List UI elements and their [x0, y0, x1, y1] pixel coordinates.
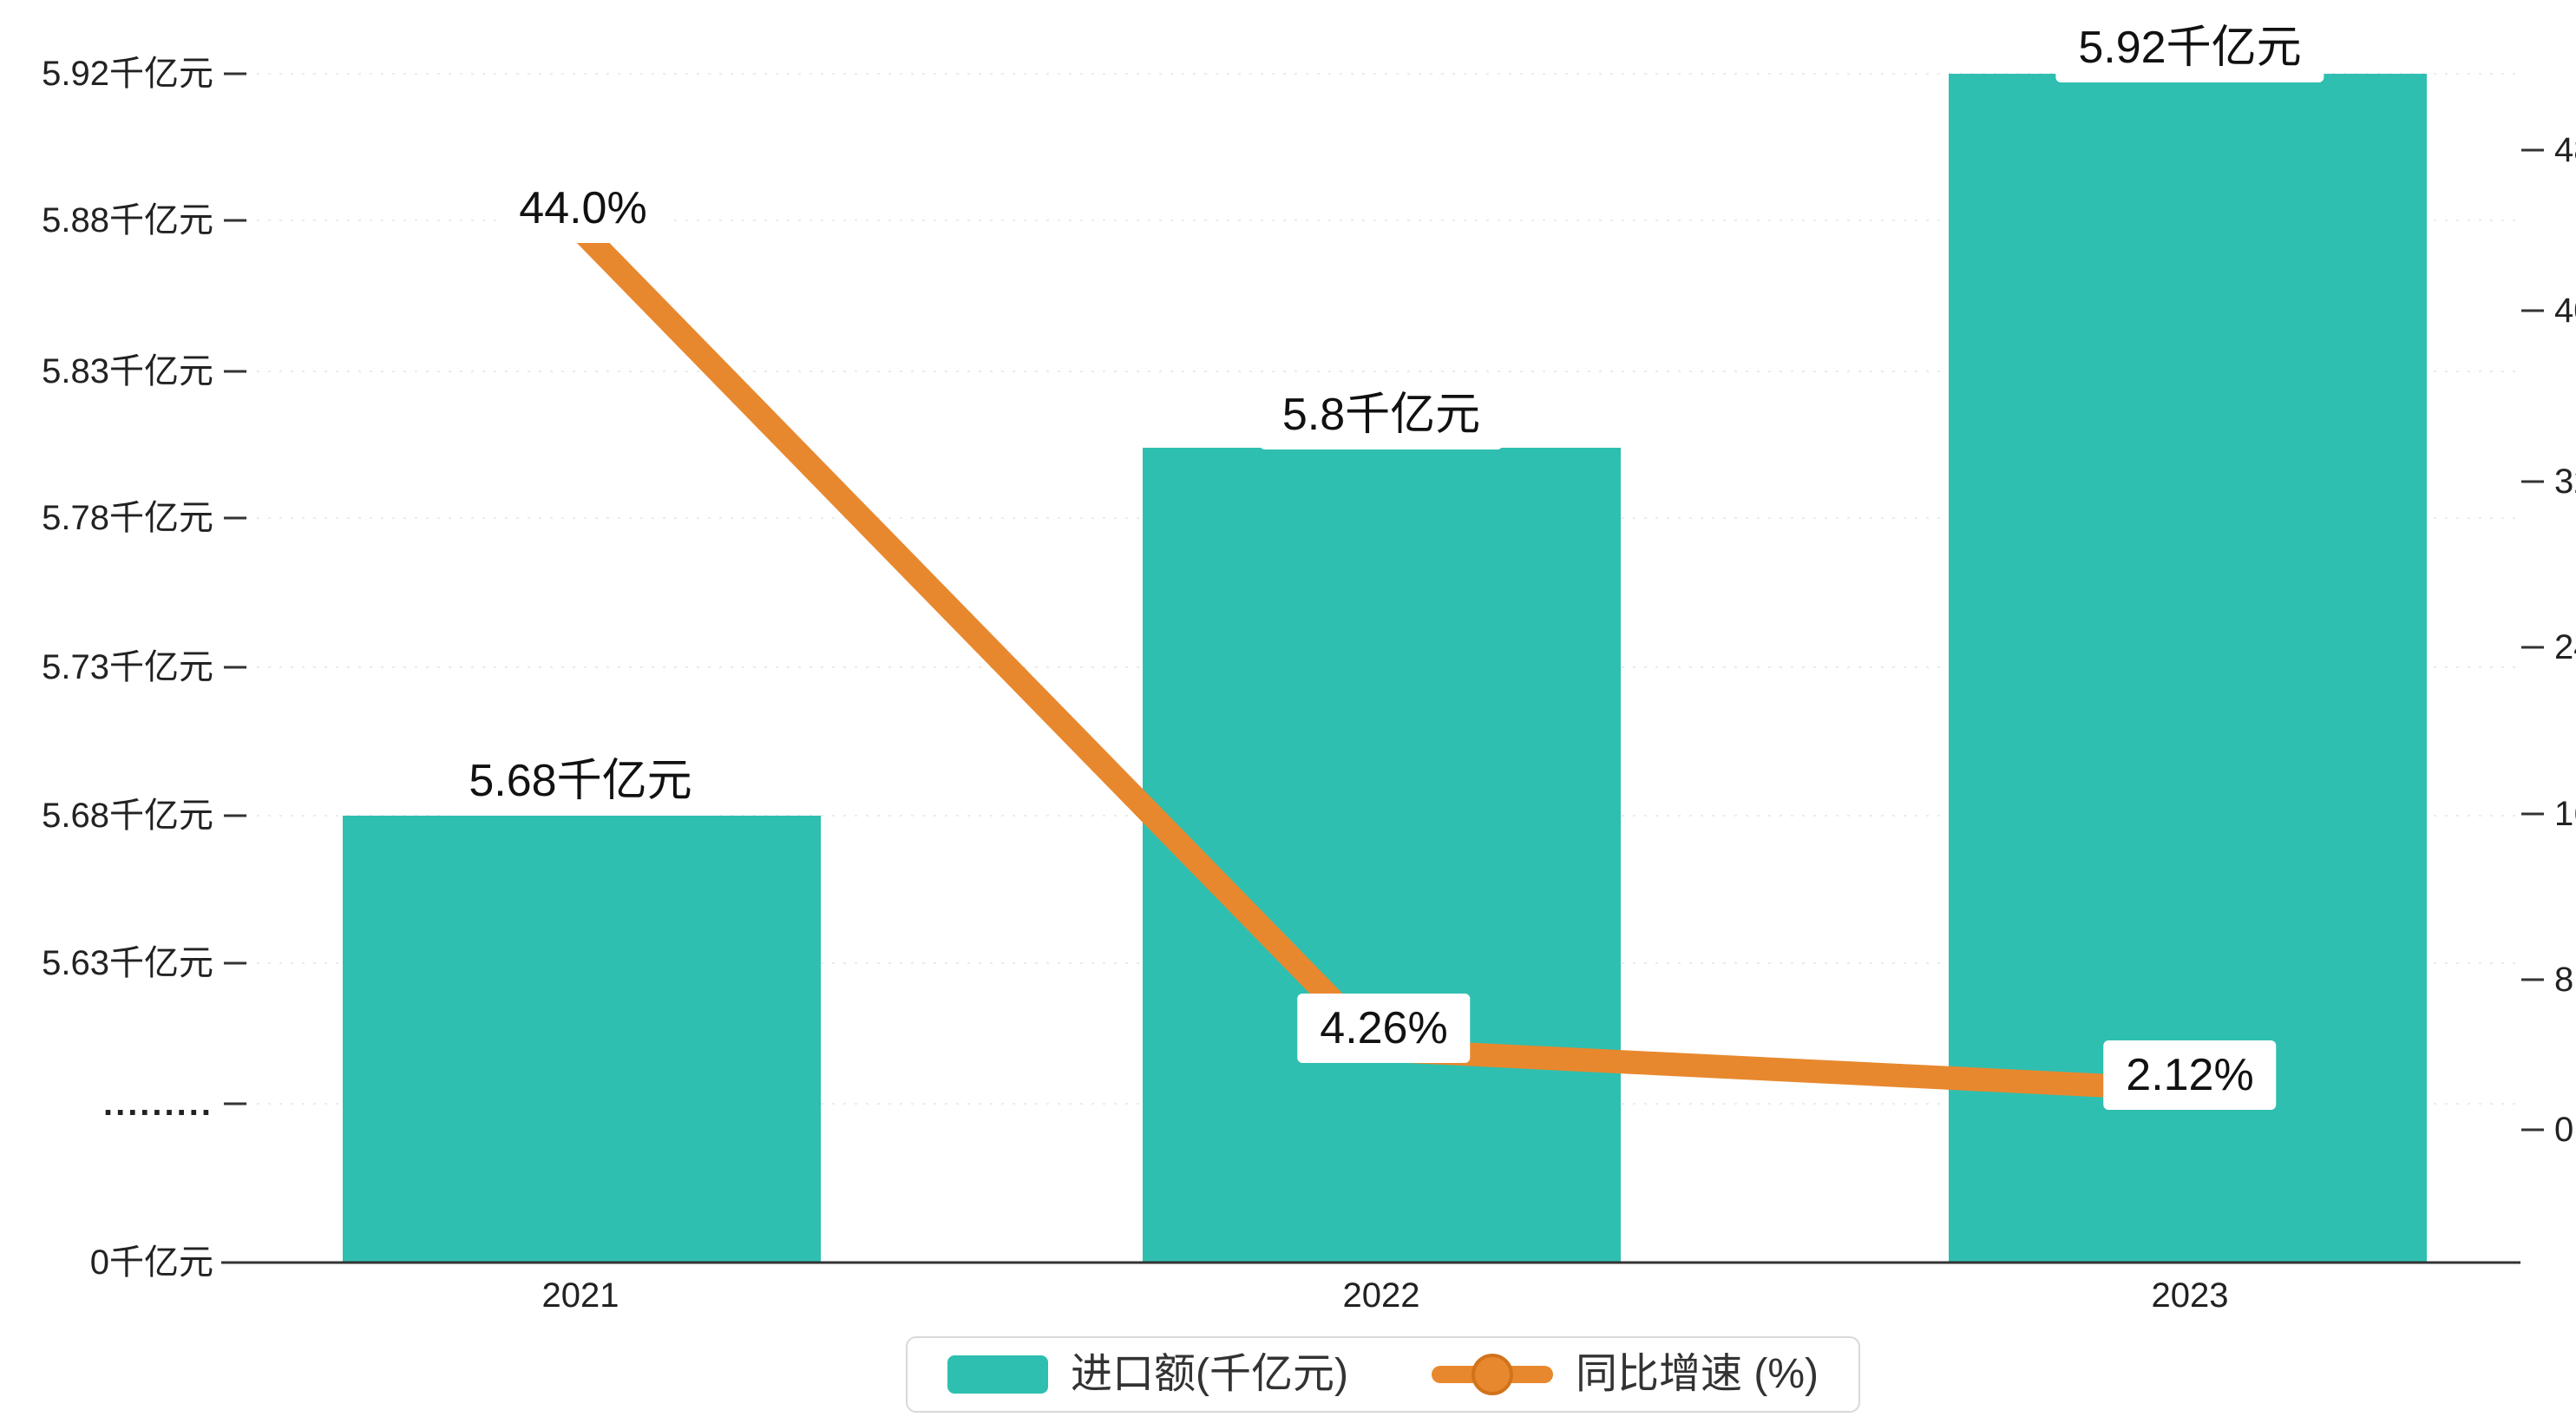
x-axis-label-2022: 2022 — [1342, 1276, 1420, 1315]
bar-2021[interactable] — [343, 816, 821, 1263]
line-value-label-2021: 44.0% — [496, 174, 670, 243]
line-value-label-2023: 2.12% — [2103, 1040, 2277, 1110]
left-axis-tick-label: 5.73千亿元 — [42, 648, 213, 686]
bar-series-swatch-icon — [947, 1355, 1049, 1394]
legend-item-growth[interactable]: 同比增速 (%) — [1431, 1351, 1819, 1397]
x-axis-label-2023: 2023 — [2151, 1276, 2229, 1315]
legend: 进口额(千亿元) 同比增速 (%) — [906, 1336, 1860, 1413]
legend-label-imports: 进口额(千亿元) — [1071, 1351, 1348, 1397]
line-series-swatch-icon — [1431, 1354, 1553, 1395]
line-value-label-2022: 4.26% — [1297, 994, 1471, 1063]
right-axis-tick-label: 32 — [2554, 462, 2576, 501]
bar-value-label-2022: 5.8千亿元 — [1259, 380, 1504, 449]
right-axis-tick-label: 24 — [2554, 628, 2576, 666]
bar-value-label-2021: 5.68千亿元 — [446, 746, 715, 816]
legend-item-imports[interactable]: 进口额(千亿元) — [947, 1352, 1348, 1397]
left-axis-tick-label: 5.83千亿元 — [42, 352, 213, 390]
left-axis-tick-label: 5.92千亿元 — [42, 55, 213, 93]
right-axis-tick-label: 16 — [2554, 795, 2576, 833]
left-axis-tick-label: 0千亿元 — [89, 1243, 213, 1282]
left-axis-tick-label: 5.88千亿元 — [42, 201, 213, 239]
x-axis-label-2021: 2021 — [541, 1276, 619, 1315]
left-axis-tick-label: 5.68千亿元 — [42, 797, 213, 835]
right-axis-tick-label: 8 — [2554, 961, 2574, 999]
left-axis-tick-label: 5.78千亿元 — [42, 499, 213, 537]
left-axis-ticks — [224, 72, 246, 1105]
bar-2022[interactable] — [1143, 448, 1621, 1263]
right-axis-tick-label: 48 — [2554, 131, 2576, 169]
right-axis-tick-label: 40 — [2554, 292, 2576, 330]
axis-break-marker: ......... — [102, 1085, 213, 1123]
right-axis-tick-label: 0 — [2554, 1111, 2574, 1149]
right-axis-ticks — [2521, 148, 2544, 1132]
bar-value-label-2023: 5.92千亿元 — [2055, 13, 2324, 82]
left-axis-tick-label: 5.63千亿元 — [42, 944, 213, 982]
legend-label-growth: 同比增速 (%) — [1575, 1351, 1819, 1397]
